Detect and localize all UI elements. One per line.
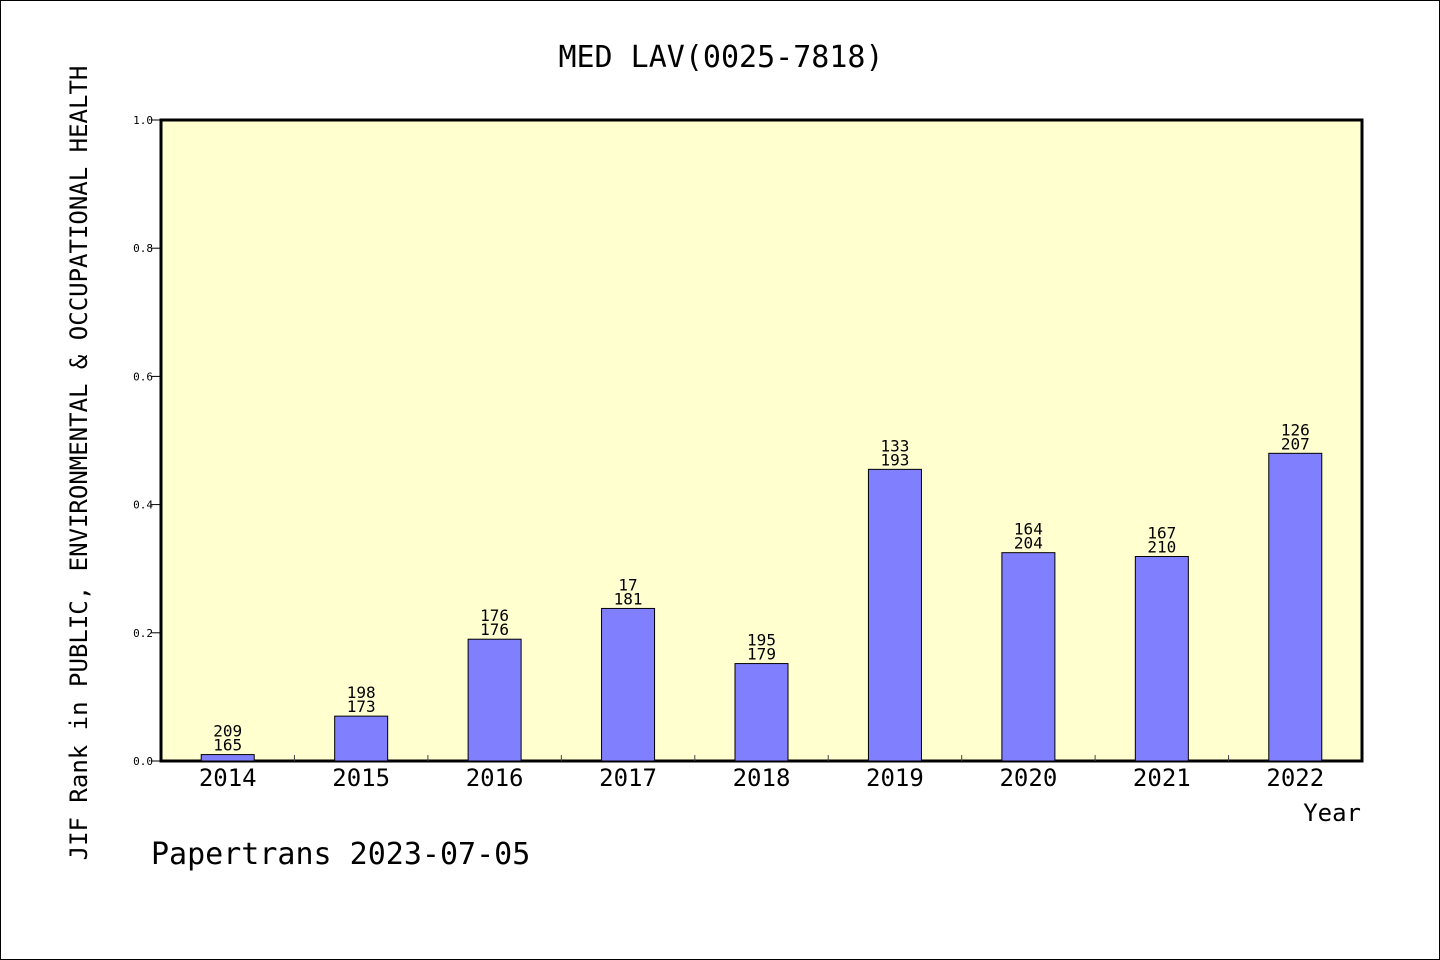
bar-2021 (1134, 556, 1189, 762)
x-tick-label: 2021 (1133, 764, 1191, 792)
x-tick-label: 2014 (199, 764, 257, 792)
bar-2014 (200, 754, 255, 762)
bar-2022 (1268, 452, 1323, 762)
x-tick-label: 2019 (866, 764, 924, 792)
bar-data-label: 176 (480, 606, 509, 625)
bar-data-label: 165 (213, 736, 242, 755)
x-tick-label: 2018 (733, 764, 791, 792)
bar-data-label: 210 (1147, 538, 1176, 557)
chart-title: MED LAV(0025-7818) (558, 40, 883, 75)
x-tick-label: 2015 (332, 764, 390, 792)
bar-data-label: 17 (618, 575, 637, 594)
y-tick-label: 0.6 (133, 370, 153, 383)
bar-data-label: 207 (1281, 434, 1310, 453)
bar-2017 (601, 607, 656, 762)
y-tick-label: 0.4 (133, 499, 153, 512)
footer-credit: Papertrans 2023-07-05 (151, 837, 530, 872)
y-axis: 0.0 0.2 0.4 0.6 0.8 1.0 (133, 114, 160, 768)
y-axis-label: JIF Rank in PUBLIC, ENVIRONMENTAL & OCCU… (65, 66, 93, 861)
bar-2016 (467, 638, 522, 762)
bar-data-label: 164 (1014, 520, 1043, 539)
x-axis-label: Year (1303, 799, 1361, 827)
bar-series: 2091651981731761761718119517913319316420… (200, 420, 1323, 762)
bar-data-label: 204 (1014, 534, 1043, 553)
y-tick-label: 0.2 (133, 627, 153, 640)
y-tick-label: 0.8 (133, 242, 153, 255)
x-tick-label: 2022 (1266, 764, 1324, 792)
x-tick-label: 2017 (599, 764, 657, 792)
bar-data-label: 209 (213, 722, 242, 741)
bar-data-label: 176 (480, 620, 509, 639)
bar-data-label: 195 (747, 631, 776, 650)
bar-data-label: 179 (747, 645, 776, 664)
bar-data-label: 193 (880, 450, 909, 469)
bar-data-label: 181 (614, 589, 643, 608)
y-tick-label: 1.0 (133, 114, 153, 127)
x-axis: 2014 2015 2016 2017 2018 2019 2020 2021 2022 (199, 755, 1324, 792)
bar-data-label: 133 (880, 436, 909, 455)
bar-data-label: 167 (1147, 524, 1176, 543)
y-tick-label: 0.0 (133, 755, 153, 768)
x-tick-label: 2020 (999, 764, 1057, 792)
bar-data-label: 198 (347, 683, 376, 702)
bar-data-label: 126 (1281, 420, 1310, 439)
bar-data-label: 173 (347, 697, 376, 716)
bar-2020 (1001, 552, 1056, 762)
bar-2018 (734, 663, 789, 762)
bar-2019 (867, 468, 922, 762)
x-tick-label: 2016 (466, 764, 524, 792)
bar-2015 (334, 715, 389, 762)
